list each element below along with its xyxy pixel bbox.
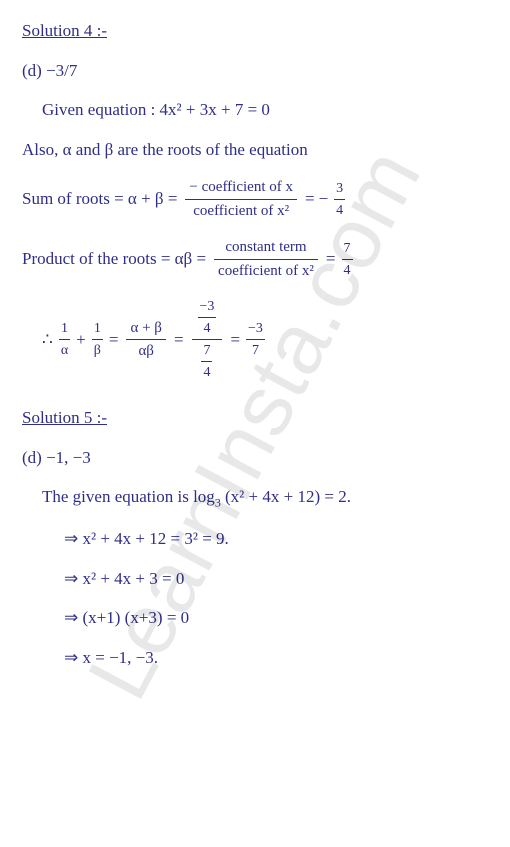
solution5-given: The given equation is log3 (x² + 4x + 12… [22, 484, 488, 512]
solution5-heading: Solution 5 :- [22, 405, 488, 431]
prod-frac-num: constant term [214, 236, 318, 260]
prod-frac-den: coefficient of x² [214, 260, 318, 283]
solution4-final: ∴ 1 α + 1 β = α + β αβ = −3 4 7 4 = −3 7 [22, 296, 488, 383]
solution4-product-of-roots: Product of the roots = αβ = constant ter… [22, 236, 488, 282]
stack-bot: 7 4 [192, 340, 223, 383]
d: 4 [201, 362, 212, 383]
solution5-step1: ⇒ x² + 4x + 12 = 3² = 9. [22, 526, 488, 552]
d: 7 [246, 340, 265, 361]
n: 7 [201, 340, 212, 362]
stack-bot-frac: 7 4 [201, 340, 212, 383]
therefore: ∴ [42, 327, 53, 353]
heading-text: Solution 5 :- [22, 408, 107, 427]
prod-val-num: 7 [342, 238, 353, 260]
d: α [59, 340, 70, 361]
sum-frac-num: − coefficient of x [185, 176, 297, 200]
n: α + β [126, 317, 165, 341]
sum-fraction-formula: − coefficient of x coefficient of x² [185, 176, 297, 222]
solution4-heading: Solution 4 :- [22, 18, 488, 44]
d: 4 [198, 318, 217, 339]
equals: = [326, 246, 336, 272]
final-result: −3 7 [246, 318, 265, 361]
stack-top-frac: −3 4 [198, 296, 217, 339]
sum-frac-den: coefficient of x² [185, 200, 297, 223]
final-lhs-b: 1 β [92, 318, 103, 361]
equals: = [174, 327, 184, 353]
equals: = [109, 327, 119, 353]
equals: = [230, 327, 240, 353]
solution4-roots-line: Also, α and β are the roots of the equat… [22, 137, 488, 163]
prod-val-den: 4 [342, 260, 353, 281]
sum-val-num: 3 [334, 178, 345, 200]
equals: = [305, 186, 315, 212]
sum-value-fraction: 3 4 [334, 178, 345, 221]
final-stacked: −3 4 7 4 [192, 296, 223, 383]
prod-fraction-formula: constant term coefficient of x² [214, 236, 318, 282]
sum-label: Sum of roots = α + β = [22, 186, 177, 212]
solution5-step3: ⇒ (x+1) (x+3) = 0 [22, 605, 488, 631]
prod-value-fraction: 7 4 [342, 238, 353, 281]
n: 1 [59, 318, 70, 340]
given-pre: The given equation is log [42, 487, 215, 506]
given-post: (x² + 4x + 12) = 2. [221, 487, 351, 506]
n: −3 [246, 318, 265, 340]
n: 1 [92, 318, 103, 340]
d: β [92, 340, 103, 361]
solution5-answer: (d) −1, −3 [22, 445, 488, 471]
final-lhs-a: 1 α [59, 318, 70, 361]
heading-text: Solution 4 :- [22, 21, 107, 40]
n: −3 [198, 296, 217, 318]
plus: + [76, 327, 86, 353]
solution4-answer: (d) −3/7 [22, 58, 488, 84]
solution4-given: Given equation : 4x² + 3x + 7 = 0 [22, 97, 488, 123]
sum-sign: − [319, 186, 329, 212]
prod-label: Product of the roots = αβ = [22, 246, 206, 272]
stack-top: −3 4 [192, 296, 223, 340]
solution5-step4: ⇒ x = −1, −3. [22, 645, 488, 671]
solution4-sum-of-roots: Sum of roots = α + β = − coefficient of … [22, 176, 488, 222]
d: αβ [126, 340, 165, 363]
final-mid: α + β αβ [126, 317, 165, 363]
solution5-step2: ⇒ x² + 4x + 3 = 0 [22, 566, 488, 592]
sum-val-den: 4 [334, 200, 345, 221]
